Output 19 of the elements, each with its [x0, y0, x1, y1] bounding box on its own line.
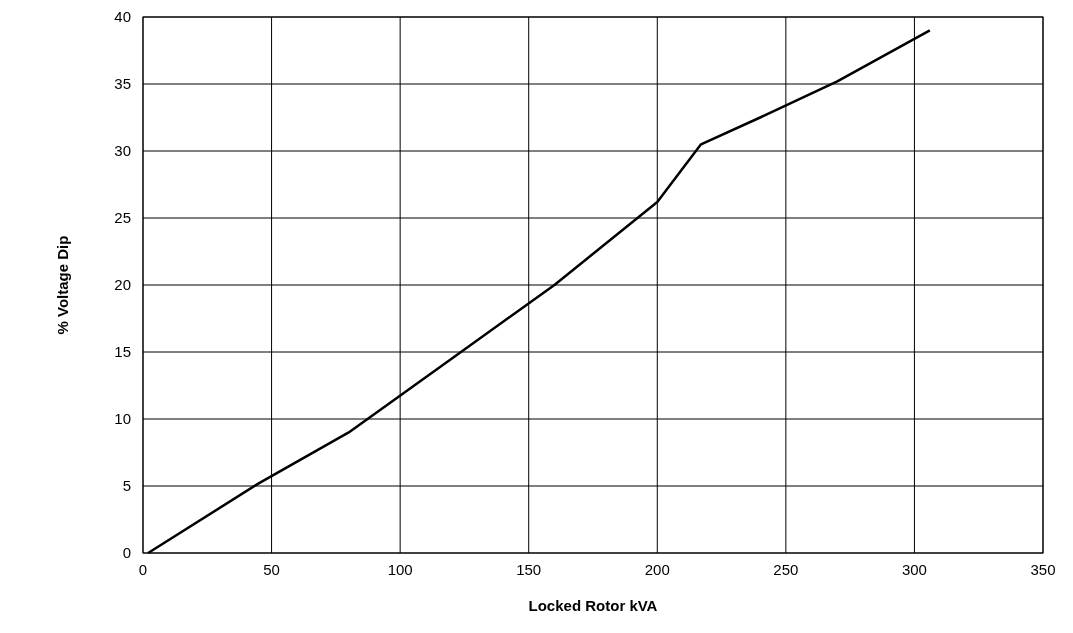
y-tick-label: 35	[114, 75, 131, 92]
y-tick-label: 5	[122, 477, 131, 494]
x-axis-title: Locked Rotor kVA	[528, 597, 658, 614]
x-tick-label: 350	[1030, 561, 1056, 578]
x-tick-label: 300	[901, 561, 927, 578]
x-tick-label: 200	[644, 561, 670, 578]
y-tick-label: 30	[114, 142, 131, 159]
y-tick-label: 15	[114, 343, 131, 360]
y-axis-title: % Voltage Dip	[54, 235, 71, 335]
x-tick-label: 150	[516, 561, 542, 578]
y-tick-label: 40	[114, 8, 131, 25]
y-tick-label: 20	[114, 276, 131, 293]
x-tick-label: 0	[138, 561, 148, 578]
x-tick-label: 250	[773, 561, 799, 578]
x-tick-label: 50	[263, 561, 280, 578]
x-tick-label: 100	[387, 561, 413, 578]
y-tick-label: 25	[114, 209, 131, 226]
y-tick-label: 10	[114, 410, 131, 427]
y-tick-label: 0	[122, 544, 131, 561]
